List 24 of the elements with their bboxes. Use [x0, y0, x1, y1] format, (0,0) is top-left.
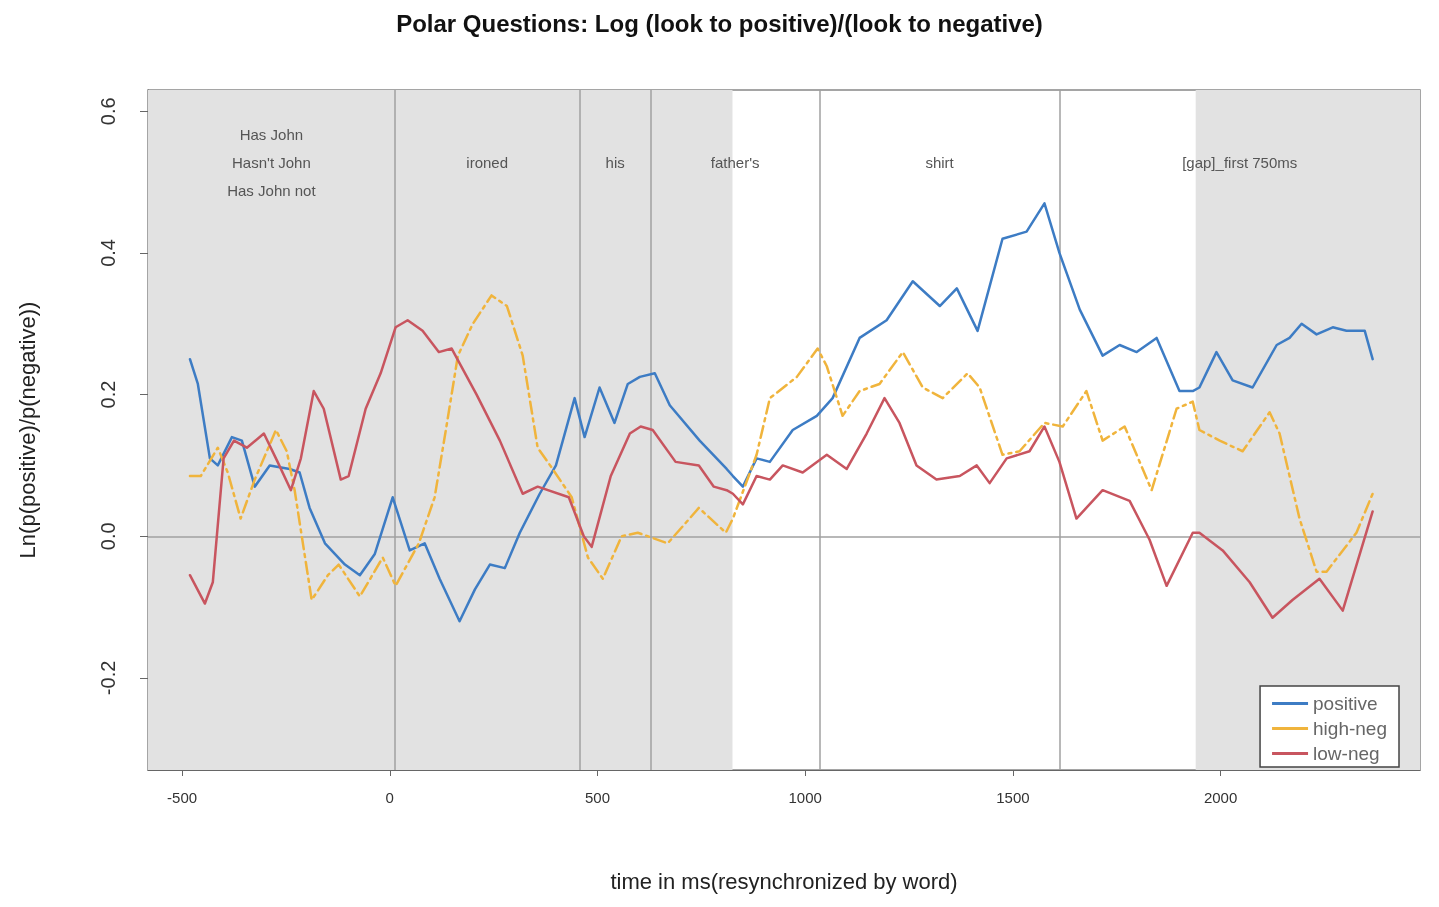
legend-label: positive	[1313, 693, 1378, 714]
x-tick-label: 500	[584, 789, 610, 806]
x-tick-label: -500	[167, 789, 198, 806]
x-tick-label: 2000	[1203, 789, 1238, 806]
y-axis-title: Ln(p(positive)/p(negative))	[14, 301, 40, 559]
x-tick-label: 0	[385, 789, 394, 806]
y-tick-label: -0.2	[97, 660, 119, 696]
y-tick-label: 0.6	[97, 97, 119, 126]
legend-label: high-neg	[1313, 718, 1387, 739]
annotation: Has John Hasn't John Has John not	[227, 125, 317, 199]
annotation: shirt	[925, 153, 955, 171]
legend-label: low-neg	[1313, 743, 1380, 764]
annotation: his	[605, 153, 625, 171]
annotation: father's	[710, 153, 760, 171]
annotation: [gap]_first 750ms	[1182, 153, 1298, 171]
x-tick-label: 1000	[788, 789, 822, 806]
y-tick-label: 0.0	[97, 522, 119, 551]
annotation: ironed	[466, 153, 509, 171]
line-series	[188, 202, 1374, 623]
x-axis-title: time in ms(resynchronized by word)	[610, 868, 958, 894]
y-tick-label: 0.2	[97, 380, 119, 409]
x-tick-label: 1500	[996, 789, 1030, 806]
chart-title: Polar Questions: Log (look to positive)/(look to negative)	[396, 9, 1043, 37]
y-tick-label: 0.4	[97, 239, 119, 267]
